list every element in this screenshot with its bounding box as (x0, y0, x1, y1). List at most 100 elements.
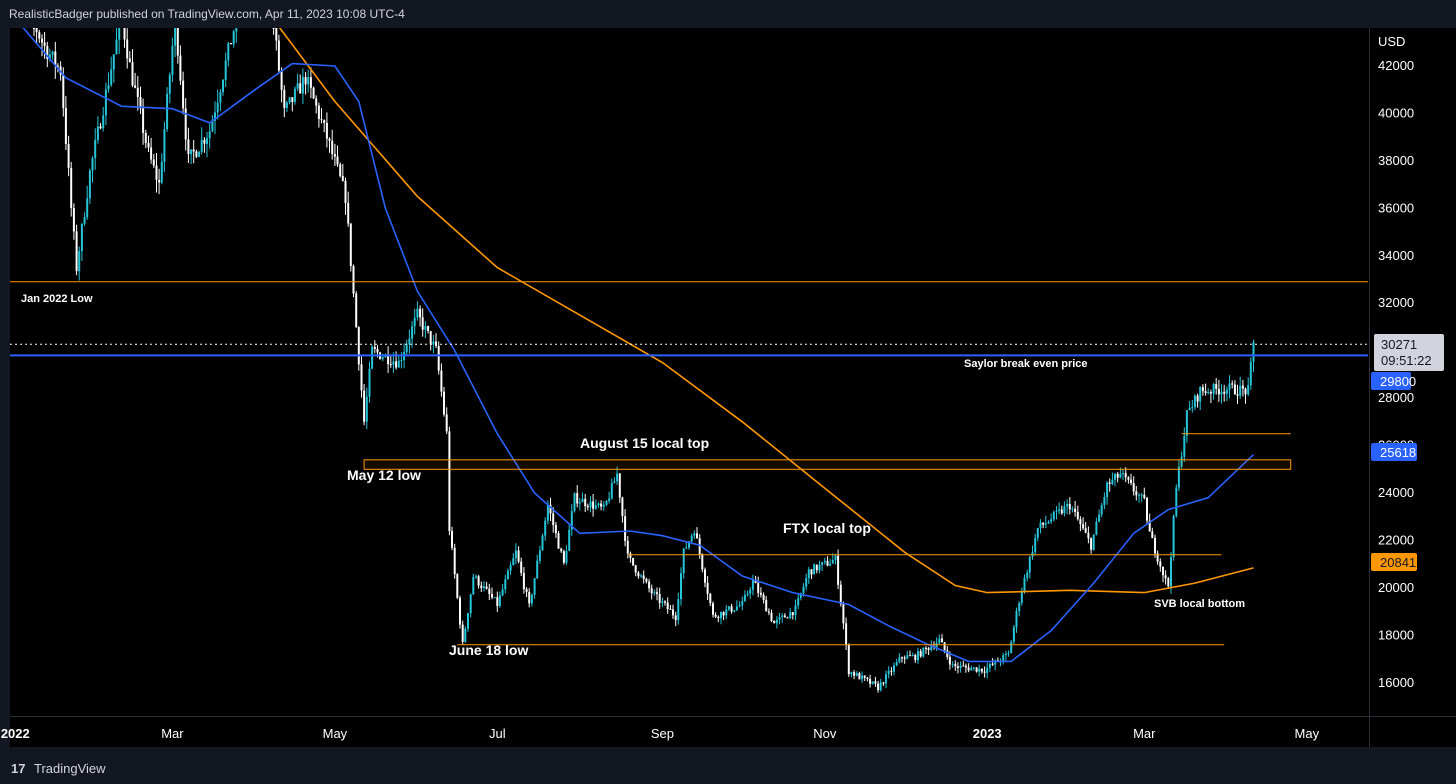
candle-body (773, 620, 776, 624)
candle-body (839, 584, 842, 605)
candle-body (538, 550, 541, 561)
candle-body (312, 87, 315, 99)
candle-body (725, 609, 728, 616)
candle-body (309, 77, 312, 88)
candle-body (355, 293, 358, 328)
candle-body (1247, 385, 1250, 395)
candle-body (70, 168, 73, 209)
candle-body (1223, 391, 1226, 394)
candle-body (680, 573, 682, 600)
chart-plot-area[interactable] (10, 28, 1370, 717)
time-tick-label: Mar (161, 726, 184, 741)
candle-body (1034, 537, 1037, 553)
candle-body (813, 564, 816, 575)
candle-body (126, 39, 129, 59)
time-axis[interactable] (10, 717, 1370, 747)
candle-body (799, 593, 802, 598)
time-tick-label: Mar (1133, 726, 1156, 741)
candle-body (1060, 509, 1063, 514)
candle-body (1162, 566, 1164, 576)
candle-body (581, 498, 584, 503)
candle-body (333, 154, 336, 157)
candle-body (1175, 487, 1178, 516)
candle-body (219, 92, 222, 103)
candle-body (1052, 512, 1055, 520)
time-tick-label: May (1295, 726, 1320, 741)
candle-body (230, 43, 232, 45)
candle-body (1151, 531, 1154, 538)
candle-body (477, 576, 480, 586)
candle-body (272, 28, 275, 29)
candle-body (970, 668, 973, 671)
candle-body (467, 613, 469, 629)
candle-body (472, 576, 475, 595)
candle-body (83, 217, 86, 224)
august-top-zone (363, 459, 1292, 470)
candle-body (443, 391, 445, 415)
candle-body (459, 597, 461, 625)
candle-body (666, 602, 669, 609)
candle-body (91, 158, 94, 171)
candle-body (227, 43, 230, 61)
candle-body (152, 159, 155, 166)
candle-body (898, 657, 901, 662)
candle-body (67, 143, 70, 169)
candle-body (762, 594, 765, 600)
candle-body (972, 667, 975, 669)
candle-body (690, 535, 693, 542)
candle-body (693, 533, 696, 536)
annotation-ftx-local-top: FTX local top (783, 520, 871, 536)
candle-body (645, 578, 648, 582)
candle-body (562, 551, 565, 563)
candle-body (986, 667, 989, 673)
candle-body (453, 547, 456, 575)
annotation-saylor-break-even: Saylor break even price (964, 358, 1088, 370)
candle-body (464, 628, 467, 642)
annotation-svb-local-bottom: SVB local bottom (1154, 598, 1245, 610)
candle-body (642, 575, 645, 579)
candle-body (208, 131, 211, 139)
candle-body (483, 586, 485, 589)
candle-body (134, 85, 137, 88)
candle-body (901, 657, 903, 659)
time-tick-label: Sep (651, 726, 674, 741)
candle-body (765, 599, 768, 612)
indicator-lines-layer (22, 28, 1255, 663)
candle-body (331, 140, 334, 155)
saylor-price-box (1371, 372, 1411, 390)
candle-body (847, 644, 850, 675)
candle-body (315, 98, 318, 106)
candle-body (498, 595, 501, 607)
candle-body (277, 40, 280, 71)
candle-body (815, 564, 818, 571)
last-price-value: 30271 (1381, 337, 1417, 352)
candle-body (608, 498, 611, 501)
candle-body (1193, 395, 1196, 408)
candle-body (722, 611, 725, 616)
candle-body (525, 589, 528, 592)
candle-body (557, 533, 560, 549)
candle-body (115, 39, 118, 55)
candle-body (586, 505, 589, 508)
candle-body (517, 550, 520, 562)
candle-body (1180, 456, 1183, 467)
candle-body (770, 612, 773, 621)
saylor-price-label: 29800 (1371, 372, 1416, 390)
saylor-price-value: 29800 (1380, 374, 1416, 389)
candle-body (964, 665, 967, 668)
candle-body (922, 647, 925, 657)
tradingview-brand[interactable]: TradingView (34, 761, 106, 776)
candle-body (33, 28, 35, 29)
candle-body (930, 646, 933, 650)
candle-body (1050, 519, 1053, 522)
candle-body (959, 665, 962, 668)
candle-body (544, 520, 547, 536)
candle-body (821, 562, 824, 565)
candle-body (1132, 483, 1135, 492)
candle-body (751, 579, 754, 590)
candle-body (1154, 537, 1156, 554)
candle-body (1233, 384, 1236, 395)
candle-body (1076, 511, 1079, 520)
candle-body (530, 594, 533, 604)
